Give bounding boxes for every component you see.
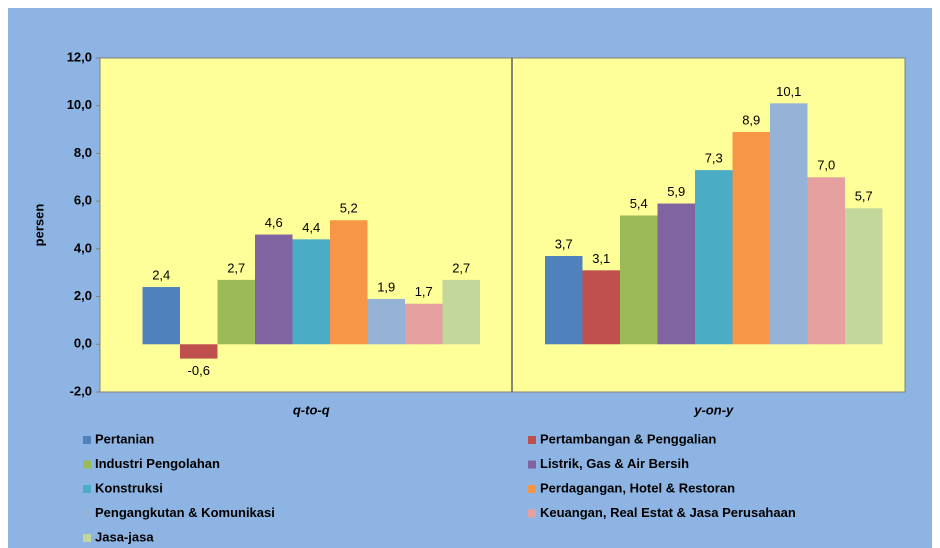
value-label: 5,2 <box>340 201 358 216</box>
value-label: 2,7 <box>452 260 470 275</box>
bar <box>582 270 620 345</box>
value-label: 3,1 <box>592 251 610 266</box>
legend-label: Pertambangan & Penggalian <box>540 431 716 446</box>
value-label: 3,7 <box>555 236 573 251</box>
bar <box>180 344 218 359</box>
bar <box>620 215 658 345</box>
bar <box>367 298 405 345</box>
value-label: 8,9 <box>742 112 760 127</box>
y-tick-label: 8,0 <box>74 145 92 160</box>
bar <box>255 234 293 345</box>
value-label: 7,3 <box>705 151 723 166</box>
legend-label: Pertanian <box>95 431 154 446</box>
legend-swatch <box>528 509 536 518</box>
bar <box>732 131 770 345</box>
bar <box>405 303 443 345</box>
value-label: 1,7 <box>415 284 433 299</box>
value-label: 1,9 <box>377 279 395 294</box>
value-label: 5,4 <box>630 196 648 211</box>
y-axis-title: persen <box>31 204 46 247</box>
value-label: 10,1 <box>776 84 801 99</box>
bar <box>657 203 695 345</box>
legend-swatch <box>83 509 91 518</box>
y-tick-label: 2,0 <box>74 288 92 303</box>
bar <box>442 279 480 345</box>
y-tick-label: 6,0 <box>74 193 92 208</box>
bar <box>292 239 330 345</box>
bar <box>695 170 733 345</box>
value-label: -0,6 <box>188 363 210 378</box>
legend-label: Industri Pengolahan <box>95 456 220 471</box>
legend-label: Konstruksi <box>95 480 163 495</box>
bar <box>217 279 255 345</box>
legend-label: Pengangkutan & Komunikasi <box>95 505 275 520</box>
y-tick-label: -2,0 <box>70 383 92 398</box>
bar <box>545 256 583 345</box>
legend-swatch <box>83 534 91 542</box>
legend-label: Jasa-jasa <box>95 529 154 544</box>
value-label: 5,7 <box>855 189 873 204</box>
bar <box>807 177 845 345</box>
legend-swatch <box>528 485 536 493</box>
y-tick-label: 12,0 <box>67 49 92 64</box>
value-label: 4,4 <box>302 220 320 235</box>
bar <box>845 208 883 345</box>
legend-label: Perdagangan, Hotel & Restoran <box>540 480 735 495</box>
value-label: 2,4 <box>152 267 170 282</box>
value-label: 2,7 <box>227 260 245 275</box>
legend-swatch <box>83 436 91 444</box>
bar <box>330 220 368 345</box>
legend-label: Listrik, Gas & Air Bersih <box>540 456 689 471</box>
y-tick-label: 4,0 <box>74 240 92 255</box>
legend-swatch <box>528 436 536 444</box>
value-label: 7,0 <box>817 158 835 173</box>
bar <box>142 287 180 345</box>
value-label: 4,6 <box>265 215 283 230</box>
x-tick-label: q-to-q <box>293 402 330 417</box>
x-tick-label: y-on-y <box>693 402 734 417</box>
value-label: 5,9 <box>667 184 685 199</box>
bar <box>770 103 808 345</box>
legend-label: Keuangan, Real Estat & Jasa Perusahaan <box>540 505 796 520</box>
legend-swatch <box>83 485 91 493</box>
legend-swatch <box>528 460 536 469</box>
y-tick-label: 10,0 <box>67 97 92 112</box>
y-tick-label: 0,0 <box>74 336 92 351</box>
legend-swatch <box>83 460 91 469</box>
